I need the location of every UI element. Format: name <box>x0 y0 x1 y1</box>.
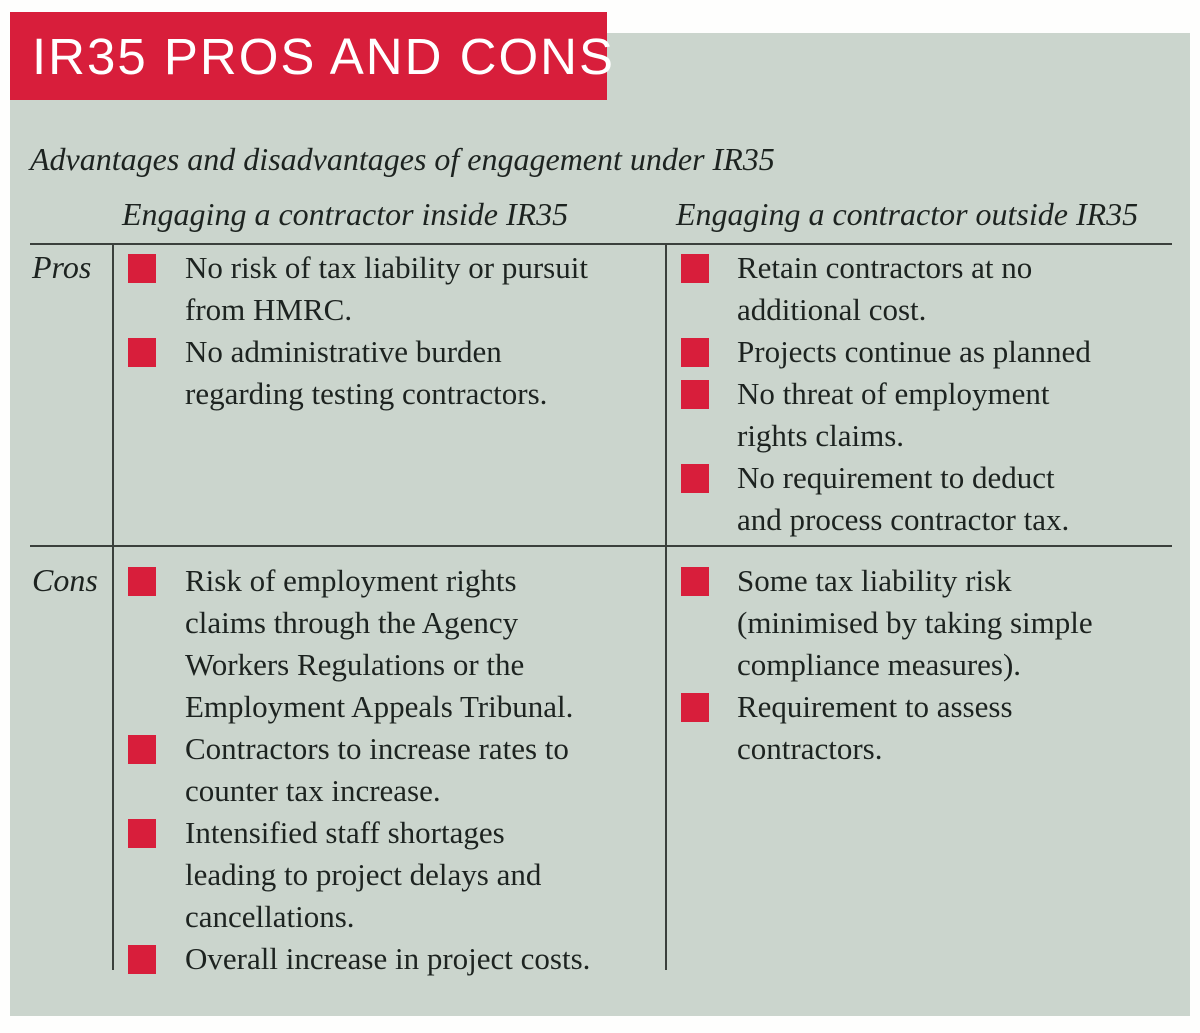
red-square-bullet-icon <box>128 819 156 848</box>
list-item-text: No administrative burden regarding testi… <box>185 334 548 411</box>
list-item: Intensified staff shortages leading to p… <box>128 812 653 938</box>
list-item: No risk of tax liability or pursuit from… <box>128 247 653 331</box>
list-item: Requirement to assess contractors. <box>681 686 1186 770</box>
list-item-text: Contractors to increase rates to counter… <box>185 731 569 808</box>
pros-cons-divider-rule <box>30 545 1172 547</box>
red-square-bullet-icon <box>128 254 156 283</box>
row-label-pros: Pros <box>32 249 92 285</box>
red-square-bullet-icon <box>681 464 709 493</box>
list-item: Retain contractors at no additional cost… <box>681 247 1186 331</box>
table-subtitle: Advantages and disadvantages of engageme… <box>30 141 775 177</box>
sage-background-panel <box>10 33 1190 1016</box>
row-label-cons: Cons <box>32 562 98 598</box>
pros-outside-list: Retain contractors at no additional cost… <box>681 247 1186 541</box>
list-item-text: No requirement to deduct and process con… <box>737 460 1070 537</box>
list-item-text: No risk of tax liability or pursuit from… <box>185 250 588 327</box>
list-item: Contractors to increase rates to counter… <box>128 728 653 812</box>
red-square-bullet-icon <box>128 567 156 596</box>
column-header-inside-ir35: Engaging a contractor inside IR35 <box>122 196 569 232</box>
pros-inside-list: No risk of tax liability or pursuit from… <box>128 247 653 415</box>
red-square-bullet-icon <box>681 380 709 409</box>
red-square-bullet-icon <box>681 693 709 722</box>
cons-outside-list: Some tax liability risk (minimised by ta… <box>681 560 1186 770</box>
list-item-text: Overall increase in project costs. <box>185 941 591 976</box>
list-item: Risk of employment rights claims through… <box>128 560 653 728</box>
title-banner: IR35 PROS AND CONS <box>10 12 613 100</box>
cons-inside-list: Risk of employment rights claims through… <box>128 560 653 980</box>
list-item-text: Requirement to assess contractors. <box>737 689 1013 766</box>
list-item-text: Some tax liability risk (minimised by ta… <box>737 563 1093 682</box>
red-square-bullet-icon <box>128 945 156 974</box>
page-title: IR35 PROS AND CONS <box>32 27 615 85</box>
row-label-separator-rule <box>112 244 114 970</box>
list-item: No threat of employment rights claims. <box>681 373 1186 457</box>
column-separator-rule <box>665 244 667 970</box>
list-item-text: Intensified staff shortages leading to p… <box>185 815 542 934</box>
list-item-text: Projects continue as planned <box>737 334 1091 369</box>
list-item-text: No threat of employment rights claims. <box>737 376 1050 453</box>
red-square-bullet-icon <box>681 338 709 367</box>
red-square-bullet-icon <box>128 338 156 367</box>
red-square-bullet-icon <box>681 567 709 596</box>
red-square-bullet-icon <box>681 254 709 283</box>
list-item: Projects continue as planned <box>681 331 1186 373</box>
list-item-text: Risk of employment rights claims through… <box>185 563 574 724</box>
red-square-bullet-icon <box>128 735 156 764</box>
list-item: Overall increase in project costs. <box>128 938 653 980</box>
list-item: Some tax liability risk (minimised by ta… <box>681 560 1186 686</box>
table-top-rule <box>30 243 1172 245</box>
list-item: No requirement to deduct and process con… <box>681 457 1186 541</box>
column-header-outside-ir35: Engaging a contractor outside IR35 <box>676 196 1139 232</box>
list-item: No administrative burden regarding testi… <box>128 331 653 415</box>
list-item-text: Retain contractors at no additional cost… <box>737 250 1033 327</box>
